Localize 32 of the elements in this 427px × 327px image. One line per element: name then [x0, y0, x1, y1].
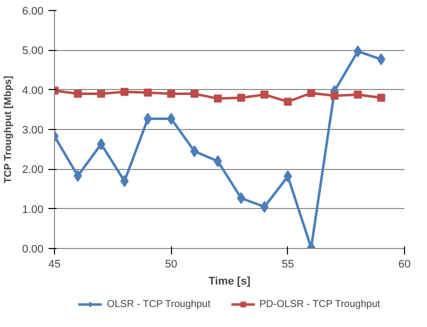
y-tick-label: 5.00 — [22, 45, 44, 58]
point — [74, 90, 82, 98]
point — [120, 175, 129, 188]
y-tick-label: 3.00 — [22, 124, 44, 136]
x-tick-label: 45 — [48, 258, 61, 270]
point — [167, 90, 176, 98]
x-tick-label: 55 — [282, 258, 294, 270]
x-tick-label: 60 — [398, 258, 411, 270]
point — [190, 90, 198, 98]
point — [144, 88, 152, 97]
point — [190, 145, 199, 158]
x-axis-title: Time [s] — [208, 276, 251, 288]
y-tick-label: 0.00 — [22, 244, 44, 256]
point — [237, 94, 246, 102]
point — [97, 90, 106, 98]
legend-label: OLSR - TCP Troughput — [106, 298, 210, 310]
point — [377, 94, 386, 102]
point — [307, 89, 316, 98]
point — [284, 98, 292, 106]
point — [214, 94, 222, 103]
point — [260, 90, 268, 99]
y-tick-label: 6.00 — [22, 6, 44, 18]
y-tick-label: 4.00 — [22, 84, 44, 97]
x-tick-label: 50 — [165, 258, 178, 270]
point — [120, 88, 128, 96]
point — [354, 90, 362, 99]
y-axis-title: TCP Troughput [Mbps] — [3, 76, 14, 184]
point — [260, 200, 269, 213]
legend-label: PD-OLSR - TCP Troughput — [259, 298, 380, 310]
y-tick-label: 2.00 — [22, 164, 44, 176]
point — [330, 92, 338, 100]
y-tick-label: 1.00 — [22, 204, 44, 216]
